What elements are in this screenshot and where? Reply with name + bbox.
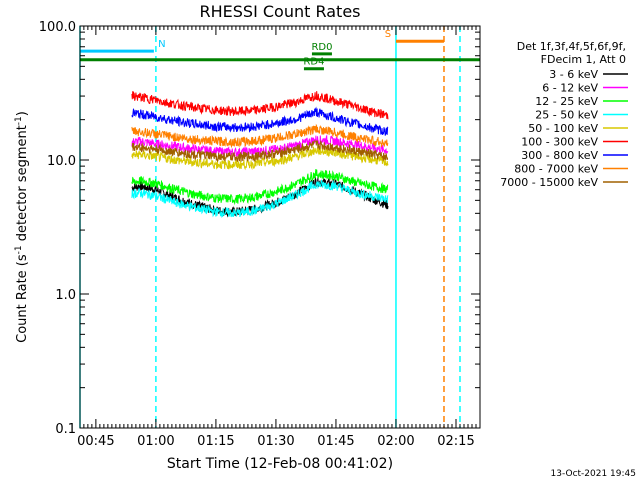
legend-entry: 3 - 6 keV [549, 68, 598, 81]
x-tick-label: 01:15 [197, 434, 234, 449]
legend-entry: 6 - 12 keV [542, 82, 598, 95]
legend-header: Det 1f,3f,4f,5f,6f,9f, [517, 40, 626, 53]
series-line [131, 145, 389, 171]
y-tick-label: 0.1 [55, 422, 76, 437]
y-axis-label-part: ) [15, 111, 30, 116]
annotation-bars: N S RD0 RD4 [80, 29, 480, 71]
legend-entry: 50 - 100 keV [528, 122, 598, 135]
series-layer [131, 91, 389, 218]
series-line [131, 169, 389, 206]
y-axis: 0.1 1.0 10.0 100.0 [39, 20, 480, 437]
x-axis-label: Start Time (12-Feb-08 00:41:02) [167, 456, 393, 472]
y-tick-label: 100.0 [39, 20, 76, 35]
annotation-label: S [385, 29, 391, 40]
y-axis-label-part: -1 [14, 116, 24, 125]
x-axis: 00:45 01:00 01:15 01:30 01:45 02:00 02:15 [77, 26, 481, 449]
y-axis-label-part: detector segment [15, 125, 30, 245]
y-axis-label-part: Count Rate (s [15, 254, 30, 343]
x-tick-label: 02:00 [377, 434, 414, 449]
x-tick-label: 01:00 [137, 434, 174, 449]
annotation-label: N [158, 39, 165, 50]
legend-entry: 25 - 50 keV [535, 109, 598, 122]
series-line [131, 139, 389, 163]
legend-header: FDecim 1, Att 0 [541, 53, 626, 66]
series-line [131, 106, 389, 136]
y-axis-label-part: -1 [14, 245, 24, 254]
annotation-label: RD4 [303, 57, 324, 68]
y-tick-label: 1.0 [55, 288, 76, 303]
x-tick-label: 02:15 [437, 434, 474, 449]
chart-title: RHESSI Count Rates [200, 2, 361, 21]
series-line [131, 123, 389, 149]
series-line [131, 179, 389, 218]
legend-entry: 12 - 25 keV [535, 95, 598, 108]
series-line [131, 134, 389, 158]
series-line [131, 91, 389, 120]
y-axis-label: Count Rate (s-1 detector segment-1) [14, 111, 30, 343]
legend-entry: 7000 - 15000 keV [500, 176, 598, 189]
x-tick-label: 01:45 [317, 434, 354, 449]
legend-entry: 800 - 7000 keV [514, 163, 598, 176]
x-tick-label: 00:45 [77, 434, 114, 449]
annotation-label: RD0 [311, 42, 332, 53]
x-tick-label: 01:30 [257, 434, 294, 449]
legend-entry: 100 - 300 keV [521, 136, 598, 149]
timestamp: 13-Oct-2021 19:45 [551, 469, 636, 479]
y-tick-label: 10.0 [47, 154, 76, 169]
legend: Det 1f,3f,4f,5f,6f,9f,FDecim 1, Att 0 3 -… [500, 40, 628, 189]
legend-entry: 300 - 800 keV [521, 149, 598, 162]
